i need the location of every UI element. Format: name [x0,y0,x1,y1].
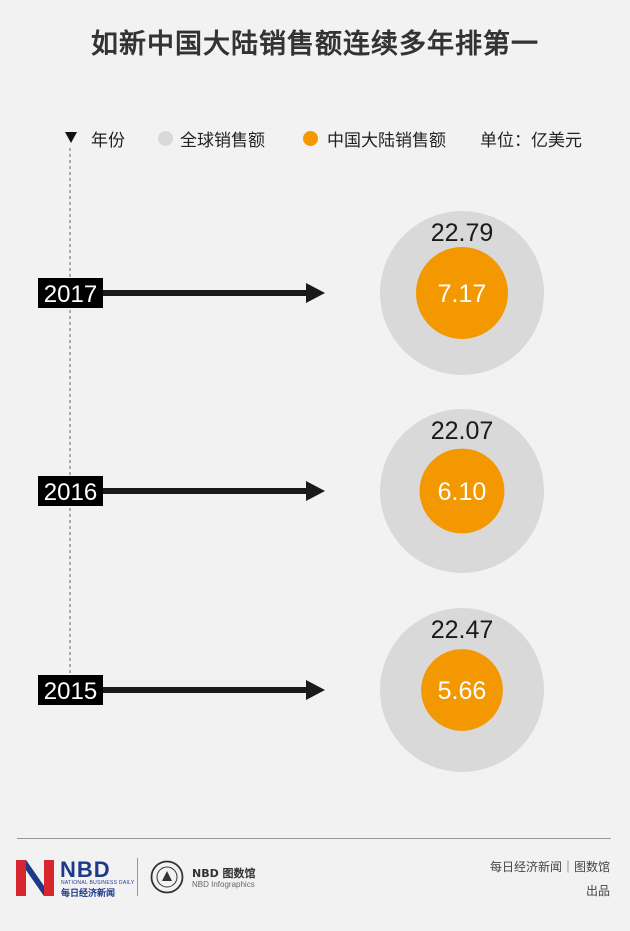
year-label-box-2016 [38,476,103,506]
legend-global: 全球销售额 [180,131,265,151]
footer-separator [137,858,138,896]
china-value-2017: 7.17 [438,280,487,308]
credit-line-1: 每日经济新闻｜图数馆 [489,860,610,874]
arrow-head-2016 [306,481,325,501]
legend-global-swatch [158,131,173,146]
china-bubble-2015 [421,649,503,731]
year-label-2015: 2015 [44,678,97,705]
arrow-head-2017 [306,283,325,303]
page-title: 如新中国大陆销售额连续多年排第一 [91,29,539,60]
arrow-shaft-2015 [103,687,308,693]
year-label-box-2017 [38,278,103,308]
arrow-shaft-2016 [103,488,308,494]
nbd-brand: NBD [60,857,111,882]
china-bubble-2016 [419,448,505,534]
legend-unit: 单位：亿美元 [480,131,582,151]
nbd-brand-en: NATIONAL BUSINESS DAILY [61,880,135,886]
legend-china: 中国大陆销售额 [327,131,446,151]
legend-year: 年份 [91,131,125,151]
legend: 年份 全球销售额 中国大陆销售额 单位：亿美元 [0,126,630,152]
sub-brand: NBD 图数馆 [192,867,256,880]
nbd-logo-icon [16,860,54,896]
year-label-box-2015 [38,675,103,705]
global-value-2016: 22.07 [431,417,494,445]
arrow-head-2015 [306,680,325,700]
year-triangle-icon [65,132,77,143]
arrow-shaft-2017 [103,290,308,296]
year-label-2017: 2017 [44,281,97,308]
sub-brand-en: NBD Infographics [192,880,255,889]
credit-line-2: 出品 [585,884,610,898]
nbd-brand-cn: 每日经济新闻 [61,889,116,899]
global-value-2017: 22.79 [431,219,494,247]
china-value-2015: 5.66 [438,677,487,705]
china-bubble-2017 [416,247,508,339]
footer-divider [17,838,611,839]
global-value-2015: 22.47 [431,616,494,644]
infographics-logo-icon [150,860,184,894]
china-value-2016: 6.10 [438,478,487,506]
legend-china-swatch [303,131,318,146]
year-label-2016: 2016 [44,479,97,506]
